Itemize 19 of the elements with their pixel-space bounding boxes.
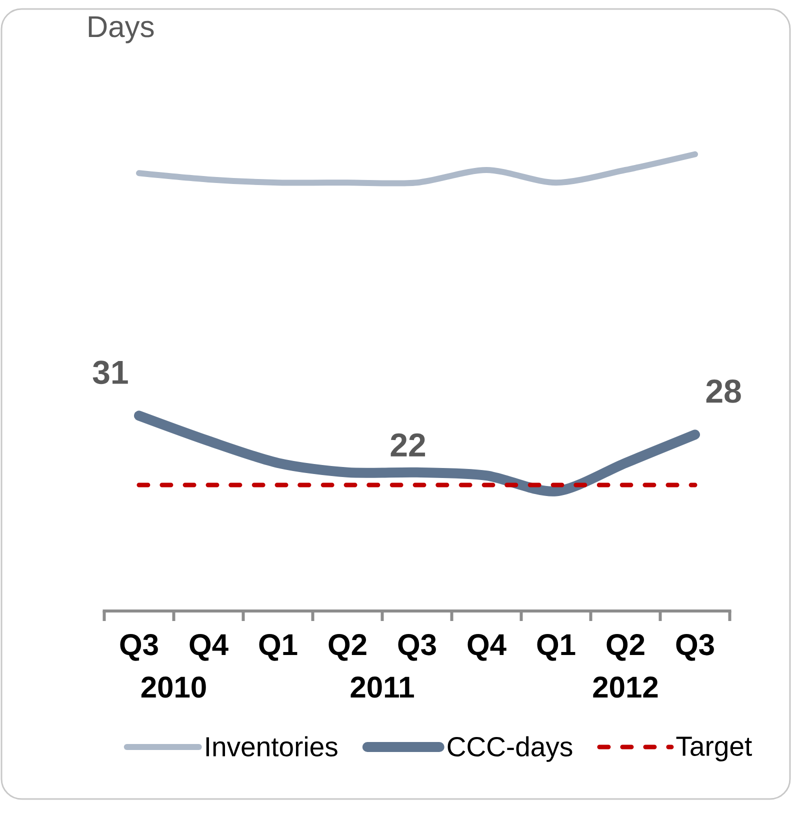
x-tick-label: Q3	[398, 634, 436, 661]
x-tick-label: Q1	[259, 634, 298, 661]
text: 2012	[593, 676, 658, 698]
x-tick-label: Q1	[537, 634, 576, 661]
y-axis-title: Days	[88, 16, 154, 44]
x-tick-label: Q4	[190, 634, 228, 661]
x-tick-label: Q2	[328, 634, 366, 661]
x-tick-label: Q2	[606, 634, 644, 661]
x-tick-label: Q3	[676, 634, 714, 661]
text: 2010	[141, 676, 206, 698]
x-tick-label: Q3	[120, 634, 158, 661]
text: 2011	[350, 676, 414, 698]
legend-label: CCC-days	[448, 736, 572, 762]
data-label: 31	[92, 360, 128, 384]
data-label: 22	[390, 433, 426, 456]
data-label: 28	[706, 380, 741, 403]
x-tick-label: Q4	[468, 634, 506, 661]
legend-label: Inventories	[206, 736, 338, 756]
legend-label: Target	[676, 736, 752, 762]
